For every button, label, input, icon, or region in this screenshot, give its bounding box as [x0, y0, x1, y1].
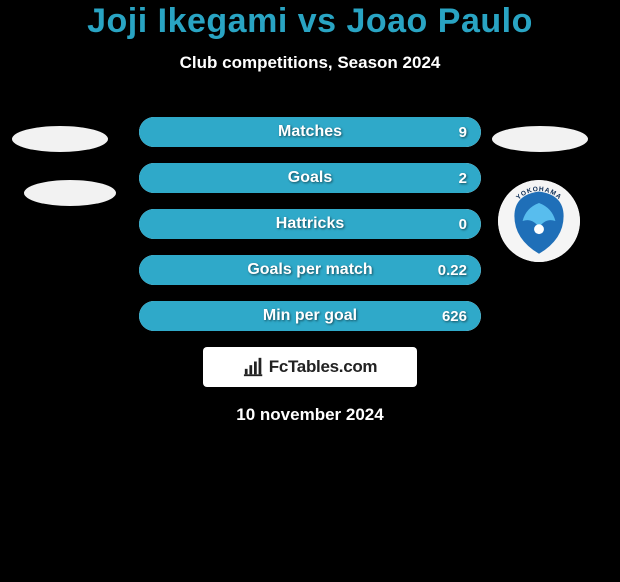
date-text: 10 november 2024 — [0, 405, 620, 425]
stat-value-right: 9 — [459, 124, 467, 141]
stat-label: Matches — [278, 123, 342, 141]
stat-label: Goals — [288, 169, 332, 187]
brand-text: FcTables.com — [269, 357, 378, 377]
club-crest-yokohama: YOKOHAMA — [498, 180, 580, 262]
stat-row: Matches 9 — [139, 117, 481, 147]
placeholder-ellipse — [492, 126, 588, 152]
stat-label: Min per goal — [263, 307, 357, 325]
stat-row: Hattricks 0 — [139, 209, 481, 239]
page-title: Joji Ikegami vs Joao Paulo — [0, 2, 620, 41]
stat-value-right: 0.22 — [438, 262, 467, 279]
subtitle: Club competitions, Season 2024 — [0, 53, 620, 73]
placeholder-ellipse — [24, 180, 116, 206]
placeholder-ellipse — [12, 126, 108, 152]
stats-comparison-chart: Matches 9 Goals 2 Hattricks 0 Goals per match 0… — [139, 117, 481, 331]
stat-label: Hattricks — [276, 215, 344, 233]
stat-value-right: 626 — [442, 308, 467, 325]
stat-row: Goals per match 0.22 — [139, 255, 481, 285]
stat-row: Min per goal 626 — [139, 301, 481, 331]
stat-row: Goals 2 — [139, 163, 481, 193]
stat-value-right: 2 — [459, 170, 467, 187]
stat-label: Goals per match — [247, 261, 372, 279]
bar-chart-icon — [243, 356, 265, 378]
stat-value-right: 0 — [459, 216, 467, 233]
brand-box: FcTables.com — [203, 347, 417, 387]
